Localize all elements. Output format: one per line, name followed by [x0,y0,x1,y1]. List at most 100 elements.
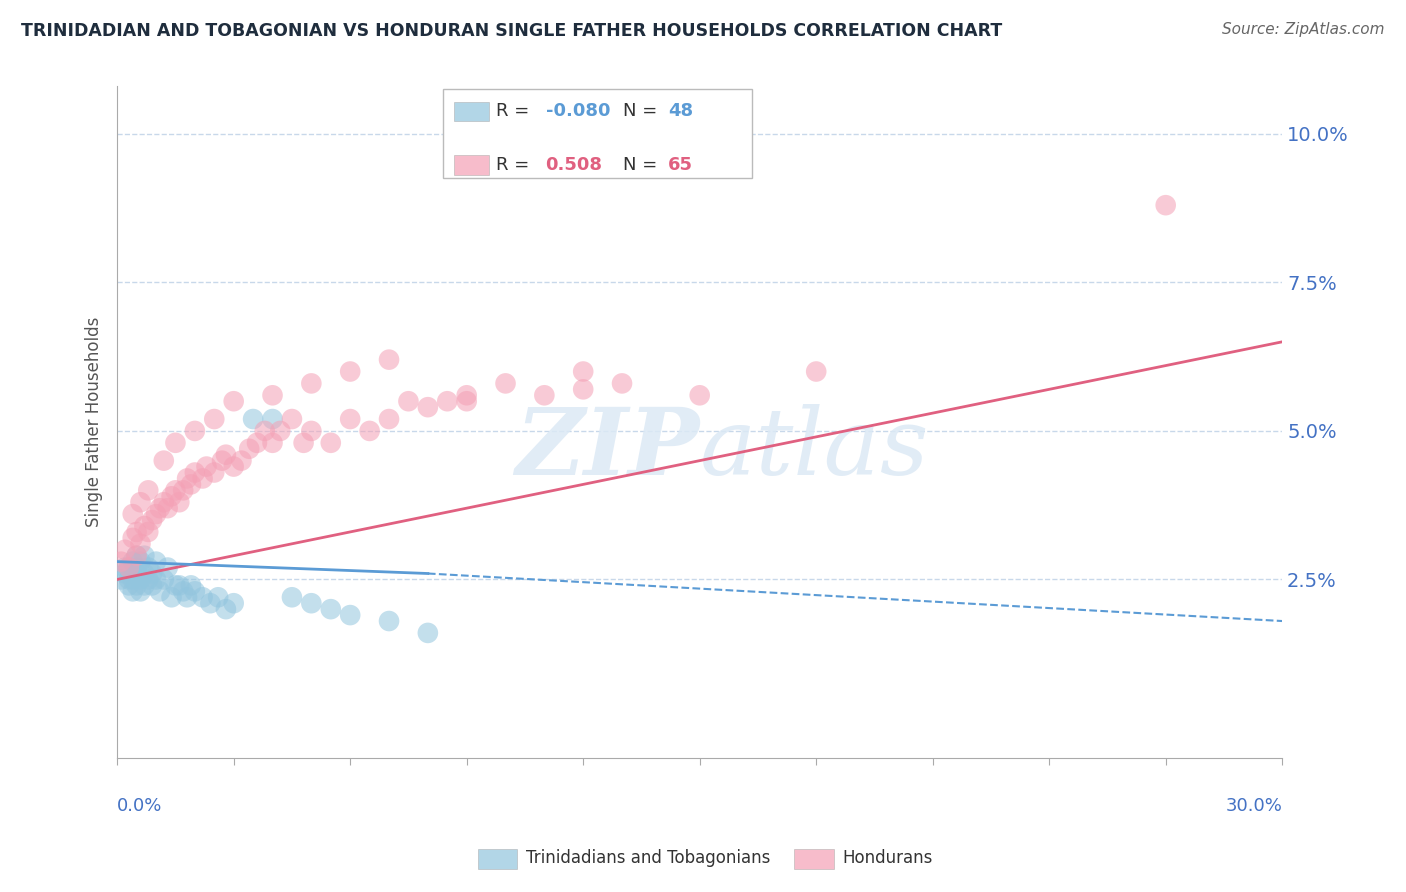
Point [319,602,342,616]
Point [145,573,167,587]
Point [134,549,156,563]
Point [110,573,132,587]
Point [202,466,225,480]
Point [125,566,148,581]
Point [533,388,555,402]
Point [165,435,187,450]
Point [378,352,401,367]
Point [121,555,143,569]
Text: TRINIDADIAN AND TOBAGONIAN VS HONDURAN SINGLE FATHER HOUSEHOLDS CORRELATION CHAR: TRINIDADIAN AND TOBAGONIAN VS HONDURAN S… [21,22,1002,40]
Text: Trinidadians and Tobagonians: Trinidadians and Tobagonians [526,849,770,867]
Point [207,591,229,605]
Point [165,578,187,592]
Point [184,424,207,438]
Point [160,489,183,503]
Point [152,453,174,467]
Text: 30.0%: 30.0% [1226,797,1282,814]
Point [145,507,167,521]
Text: atlas: atlas [700,404,929,494]
Point [292,435,315,450]
Point [253,424,276,438]
Point [176,591,198,605]
Point [398,394,420,409]
Point [134,566,156,581]
Point [378,614,401,628]
Text: Hondurans: Hondurans [842,849,932,867]
Point [145,555,167,569]
Point [149,584,172,599]
Point [156,501,179,516]
Point [299,596,322,610]
Point [222,394,245,409]
Point [195,459,218,474]
Point [134,519,156,533]
Point [572,382,595,396]
Point [184,466,207,480]
Point [806,365,828,379]
Point [572,365,595,379]
Point [319,435,342,450]
Point [222,596,245,610]
Point [246,435,269,450]
Point [202,412,225,426]
Point [152,495,174,509]
Point [359,424,381,438]
Point [149,501,172,516]
Point [129,537,152,551]
Point [269,424,291,438]
Point [262,435,284,450]
Point [125,524,148,539]
Point [136,560,159,574]
Point [184,584,207,599]
Point [222,459,245,474]
Point [299,424,322,438]
Text: 0.0%: 0.0% [117,797,163,814]
Point [456,388,478,402]
Point [610,376,633,391]
Point [121,507,143,521]
Text: -0.080: -0.080 [546,103,610,120]
Point [125,578,148,592]
Text: 0.508: 0.508 [546,156,603,174]
Point [281,591,304,605]
Point [129,555,152,569]
Point [152,573,174,587]
Text: N =: N = [623,156,662,174]
Point [118,578,141,592]
Point [378,412,401,426]
Point [125,549,148,563]
Point [299,376,322,391]
Point [110,555,132,569]
Point [118,573,141,587]
Point [125,549,148,563]
Point [141,513,163,527]
Point [136,524,159,539]
Point [114,560,136,574]
Point [281,412,304,426]
Point [180,578,202,592]
Point [495,376,517,391]
Point [242,412,264,426]
Point [118,560,141,574]
Point [114,566,136,581]
Point [689,388,711,402]
Point [121,573,143,587]
Point [211,453,233,467]
Point [191,471,214,485]
Point [238,442,260,456]
Point [134,578,156,592]
Text: R =: R = [496,156,536,174]
Point [416,626,439,640]
Text: 65: 65 [668,156,693,174]
Point [118,560,141,574]
Point [141,566,163,581]
Point [339,608,361,623]
Y-axis label: Single Father Households: Single Father Households [86,317,103,527]
Point [129,495,152,509]
Point [215,448,238,462]
Point [141,578,163,592]
Point [169,578,191,592]
Point [339,365,361,379]
Point [121,531,143,545]
Point [436,394,458,409]
